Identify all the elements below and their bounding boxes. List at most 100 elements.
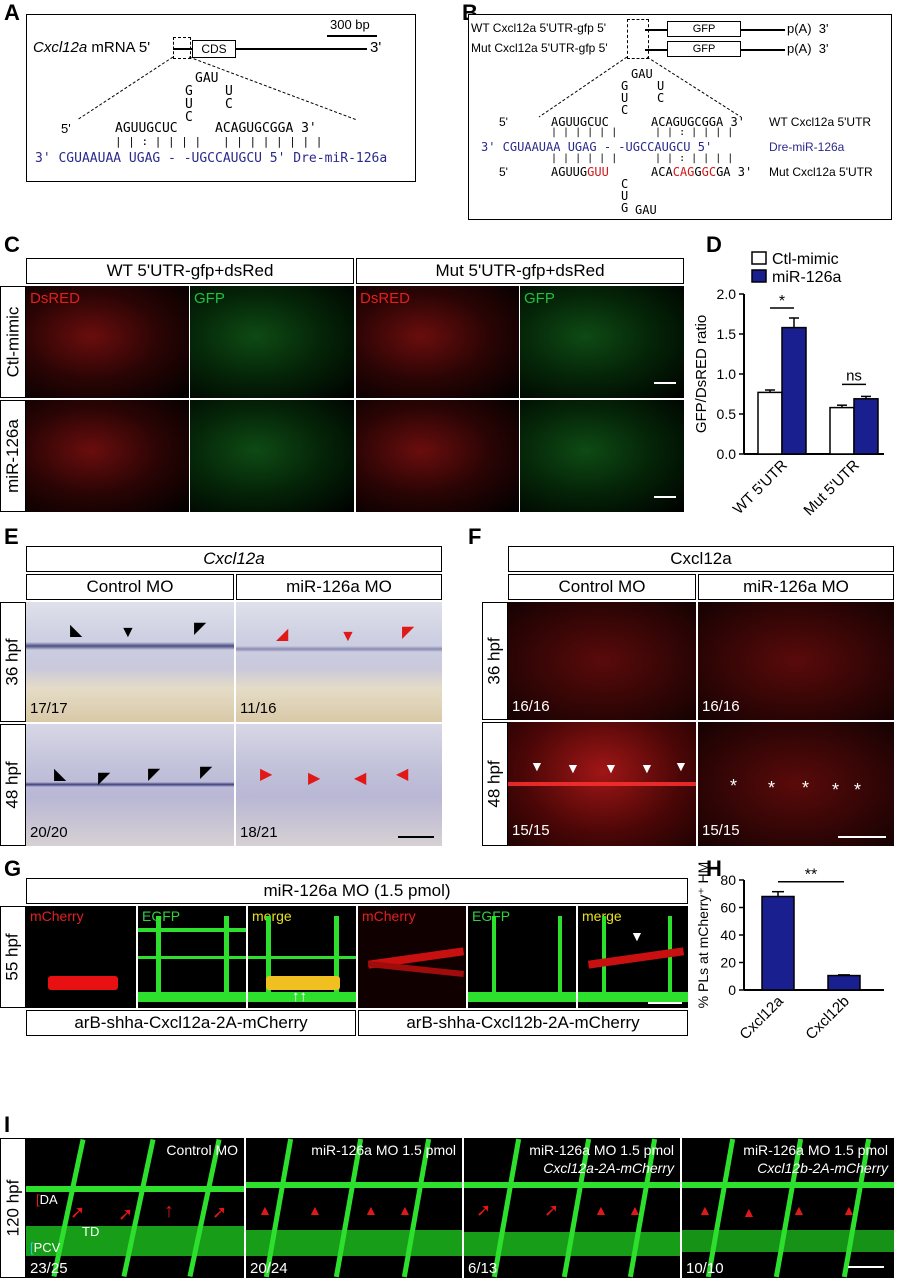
- arrow-red: ➚: [70, 1202, 86, 1222]
- c-img-mut-mir-dsred: [356, 400, 519, 512]
- scale-bar: [648, 1002, 682, 1004]
- x-tick-label: Cxcl12b: [802, 993, 852, 1043]
- count-label: 10/10: [686, 1260, 724, 1277]
- arrowhead: ◣: [54, 766, 67, 783]
- c-img-wt-ctl-dsred: DsRED: [26, 286, 189, 398]
- chart-h: 0 20 40 60 80 % PLs at mCherry⁺ HM Cxcl12a Cxcl…: [695, 862, 884, 1043]
- count-label: 11/16: [240, 700, 277, 717]
- i-title: miR-126a MO 1.5 pmol: [529, 1142, 674, 1158]
- c-header-mut: Mut 5'UTR-gfp+dsRed: [356, 258, 684, 284]
- count-label: 6/13: [468, 1260, 498, 1277]
- b-wt-seq: AGUUGCUC: [551, 115, 609, 129]
- count-label: 16/16: [512, 698, 550, 715]
- c-row-ctl: Ctl-mimic: [0, 286, 26, 398]
- sig-ns: ns: [846, 367, 862, 384]
- scale-bar: [654, 382, 676, 384]
- da-label: [DA: [36, 1192, 58, 1207]
- loop-c2: C: [225, 97, 233, 112]
- b-mloop-u: U: [621, 189, 629, 203]
- asterisk: *: [768, 778, 776, 798]
- arrowhead-white: ▼: [640, 760, 654, 776]
- loop-top: GAU: [195, 71, 219, 86]
- c-img-wt-ctl-gfp: GFP: [190, 286, 354, 398]
- pcv-label: [PCV: [30, 1240, 61, 1255]
- utr-seq: AGUUGCUC: [115, 121, 178, 136]
- arrow-red: ➚: [212, 1202, 228, 1222]
- y-tick-label: 2.0: [717, 286, 737, 302]
- f-img-mir-36: 16/16: [698, 602, 894, 720]
- arrowhead-red: ◀: [396, 766, 409, 783]
- c-img-mut-mir-gfp: [520, 400, 684, 512]
- gfp-box-wt: GFP: [667, 21, 741, 37]
- arrowhead-red: ▲: [698, 1202, 712, 1218]
- count-label: 20/24: [250, 1260, 288, 1277]
- dashed-zoom-lines: [76, 56, 358, 121]
- count-label: 20/20: [30, 824, 68, 841]
- legend-label: miR-126a: [772, 269, 841, 286]
- panel-label-d: D: [706, 232, 722, 257]
- arrowhead-red: ▲: [258, 1202, 272, 1218]
- three-prime: 3': [370, 39, 382, 56]
- x-tick-label: Mut 5'UTR: [800, 457, 862, 519]
- x-tick-label: Cxcl12a: [736, 992, 787, 1043]
- panel-label-i: I: [4, 1112, 11, 1137]
- f-img-ctl-36: 16/16: [508, 602, 696, 720]
- arrowhead-red: ◀: [354, 770, 367, 787]
- f-row-36: 36 hpf: [482, 602, 508, 720]
- count-label: 18/21: [240, 824, 278, 841]
- y-tick-label: 20: [720, 955, 736, 971]
- b-mut-5: 5': [499, 165, 508, 179]
- g-header: miR-126a MO (1.5 pmol): [26, 878, 688, 904]
- scale-bar: [654, 496, 676, 498]
- utr-5: 5': [61, 121, 71, 136]
- pair-bars2: | | | | | | | |: [223, 135, 323, 148]
- g-row-55: 55 hpf: [0, 906, 26, 1008]
- mirna-seq: 3' CGUAAUAA UGAG - -UGCCAUGCU 5' Dre-miR…: [35, 151, 388, 166]
- b-wt-5: 5': [499, 115, 508, 129]
- arrow-red: ➚: [118, 1204, 134, 1224]
- y-tick-label: 60: [720, 900, 736, 916]
- e-col-mir: miR-126a MO: [236, 574, 442, 600]
- utr-highlight-b: [627, 19, 649, 59]
- f-col-control: Control MO: [508, 574, 696, 600]
- arrowhead-white: ▼: [530, 758, 544, 774]
- i-img-cxcl12b: miR-126a MO 1.5 pmol Cxcl12b-2A-mCherry …: [682, 1138, 894, 1278]
- b-bars3: | | | | | |: [551, 153, 618, 164]
- y-tick-label: 0.0: [717, 446, 737, 462]
- b-loop-u2: U: [657, 79, 665, 93]
- panel-label-a: A: [4, 0, 20, 25]
- arrowhead-red: ◢: [276, 626, 289, 643]
- sig-star: *: [779, 293, 785, 310]
- i-title: miR-126a MO 1.5 pmol: [743, 1142, 888, 1158]
- i-img-control: Control MO [DA TD [PCV ➚ ➚ ↑ ➚ 23/25: [26, 1138, 244, 1278]
- arrowhead-red: ▲: [398, 1202, 412, 1218]
- b-mir-name: Dre-miR-126a: [769, 140, 845, 154]
- arrowhead-red: ▲: [364, 1202, 378, 1218]
- g-img-a-mcherry: mCherry: [26, 906, 136, 1008]
- g-img-a-egfp: EGFP: [138, 906, 246, 1008]
- x-tick-label: WT 5'UTR: [730, 457, 791, 518]
- y-tick-label: 40: [720, 927, 736, 943]
- b-loop-c: C: [621, 103, 629, 117]
- b-mut-seq: AGUUGGUU: [551, 165, 609, 179]
- arrow-red: ➚: [476, 1200, 492, 1220]
- arrowhead-red: ▶: [308, 770, 321, 787]
- arrowhead-red: ▲: [742, 1204, 756, 1220]
- panel-b-box: WT Cxcl12a 5'UTR-gfp 5' Mut Cxcl12a 5'UT…: [468, 14, 892, 220]
- arrowhead-red: ▲: [308, 1202, 322, 1218]
- cds-box: CDS: [192, 40, 236, 58]
- arrowhead-red: ◤: [402, 624, 415, 641]
- b-loop-c2: C: [657, 91, 665, 105]
- mcherry-label: mCherry: [362, 908, 416, 924]
- e-row-36: 36 hpf: [0, 602, 26, 722]
- scale-bar: [848, 1266, 884, 1268]
- dsred-label: DsRED: [30, 290, 81, 307]
- b-wt-name: WT Cxcl12a 5'UTR: [769, 115, 872, 129]
- bar: [829, 406, 855, 455]
- e-col-control: Control MO: [26, 574, 234, 600]
- dashed-zoom-lines-b: [538, 56, 742, 118]
- panel-label-g: G: [4, 856, 22, 881]
- bar: [853, 398, 879, 455]
- count-label: 23/25: [30, 1260, 68, 1277]
- panel-label-h: H: [706, 856, 722, 881]
